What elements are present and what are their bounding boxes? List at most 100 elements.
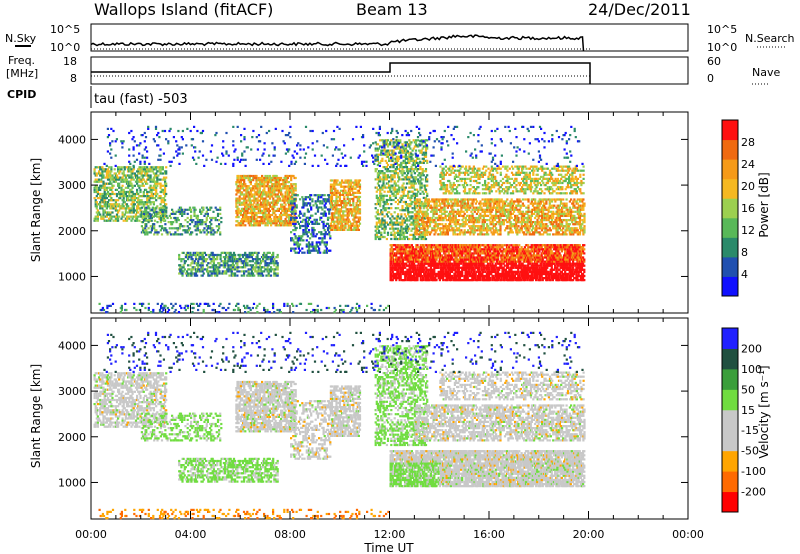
echo-cell [128,180,131,183]
echo-cell [130,219,133,222]
echo-cell [155,195,158,198]
echo-cell [132,203,135,206]
echo-cell [204,223,207,226]
echo-cell [251,274,255,277]
echo-cell [379,205,382,208]
echo-cell [425,244,428,247]
echo-cell [204,253,208,257]
echo-cell [407,155,410,158]
echo-cell [210,229,213,232]
echo-cell [417,178,420,181]
echo-cell [264,224,267,227]
echo-cell [267,216,270,219]
echo-cell [443,250,446,253]
echo-cell [273,205,276,208]
echo-cell [383,172,386,175]
echo-cell [114,207,117,210]
echo-cell [382,221,385,224]
echo-cell [383,215,386,218]
echo-cell [415,250,418,253]
echo-cell [269,262,273,265]
echo-cell [268,197,272,200]
echo-cell [212,262,215,265]
echo-cell [358,200,362,203]
echo-cell [158,168,161,171]
echo-cell [309,202,312,205]
echo-cell [377,221,381,224]
echo-cell [240,185,244,188]
echo-cell [94,219,97,222]
echo-cell [306,235,309,238]
echo-cell [244,197,247,200]
echo-cell [404,163,407,167]
echo-cell [402,194,405,197]
echo-cell [112,205,115,208]
echo-cell [131,201,134,204]
echo-cell [291,237,294,240]
echo-cell [294,235,297,238]
echo-cell [124,207,127,210]
echo-cell [400,248,403,251]
station-title: Wallops Island (fitACF) [94,0,274,19]
echo-cell [382,186,385,189]
echo-cell [412,219,415,222]
echo-cell [273,174,276,178]
echo-cell [243,220,246,223]
echo-cell [323,243,326,246]
echo-cell [256,199,259,202]
echo-cell [415,270,418,273]
echo-cell [137,207,140,210]
echo-cell [256,189,259,192]
echo-cell [394,223,397,226]
echo-cell [202,260,205,263]
echo-cell [197,266,200,269]
echo-cell [109,176,112,179]
echo-cell [448,260,451,263]
echo-cell [96,203,99,206]
echo-cell [325,241,328,244]
echo-cell [218,270,221,273]
echo-cell [395,256,398,259]
echo-cell [337,183,340,186]
echo-cell [356,206,359,209]
echo-cell [250,251,253,254]
echo-cell [405,145,409,148]
echo-cell [410,279,413,282]
echo-cell [416,161,419,164]
echo-cell [355,204,358,207]
echo-cell [390,231,393,234]
echo-cell [375,203,378,206]
echo-cell [294,237,297,240]
echo-cell [412,159,415,162]
echo-cell [235,203,238,206]
echo-cell [152,215,155,218]
echo-cell [142,178,145,181]
echo-cell [292,247,295,250]
echo-cell [395,217,398,220]
echo-cell [250,187,254,190]
echo-cell [410,223,413,226]
echo-cell [230,270,233,273]
echo-cell [423,205,426,208]
echo-cell [420,260,423,263]
echo-cell [412,180,415,183]
echo-cell [184,208,187,211]
echo-cell [446,279,449,282]
echo-cell [379,139,382,142]
echo-cell [341,202,344,205]
echo-cell [132,195,135,198]
echo-cell [125,195,129,198]
echo-cell [240,203,244,206]
echo-cell [114,172,117,175]
echo-cell [99,188,102,191]
echo-cell [343,224,346,227]
echo-cell [321,212,324,215]
echo-cell [136,219,139,222]
echo-cell [238,183,241,186]
echo-cell [109,192,112,196]
echo-cell [248,256,251,259]
echo-cell [267,211,270,215]
echo-cell [242,209,245,212]
echo-cell [95,211,98,214]
echo-cell [457,266,460,269]
